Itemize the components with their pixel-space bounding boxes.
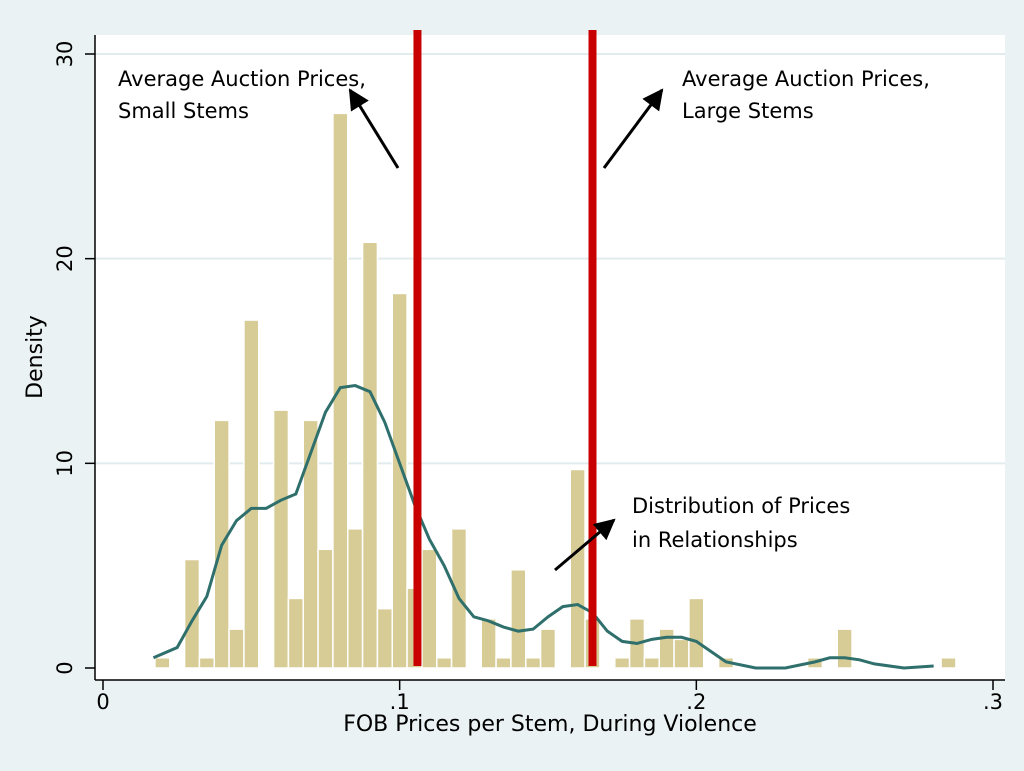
bar <box>317 548 334 669</box>
annotation: Distribution of Prices <box>632 494 850 518</box>
x-tick-label: .1 <box>390 690 410 714</box>
bar <box>376 607 393 669</box>
annotation: in Relationships <box>632 528 798 552</box>
bar <box>688 597 705 669</box>
bar <box>525 657 542 669</box>
x-tick-label: 0 <box>96 690 109 714</box>
bar <box>436 657 453 669</box>
bar <box>614 657 631 669</box>
x-tick-label: .3 <box>983 690 1003 714</box>
arrow <box>602 88 664 169</box>
bar <box>673 638 690 669</box>
bar <box>836 628 853 669</box>
bar <box>287 597 304 669</box>
y-tick-label: 0 <box>53 661 77 674</box>
plot-area <box>95 35 1005 680</box>
annotation: Small Stems <box>118 99 249 123</box>
bar <box>421 548 438 669</box>
annotation: Average Auction Prices, <box>118 67 366 91</box>
bar <box>198 657 216 669</box>
bar <box>361 241 379 669</box>
bar <box>495 657 512 669</box>
density-line <box>152 384 934 670</box>
bar <box>272 409 290 669</box>
bar <box>940 657 957 669</box>
bar <box>243 319 260 669</box>
annotation: Large Stems <box>682 99 814 123</box>
bar <box>302 419 319 669</box>
x-axis-label: FOB Prices per Stem, During Violence <box>343 712 757 737</box>
y-axis-label: Density <box>23 315 48 399</box>
bar <box>569 468 586 669</box>
bar <box>228 628 245 669</box>
bar <box>658 628 675 669</box>
bar <box>154 657 171 669</box>
y-tick-label: 10 <box>53 450 77 477</box>
bar <box>480 618 497 669</box>
y-tick-label: 20 <box>53 245 77 272</box>
arrow <box>348 88 400 169</box>
bar <box>183 558 201 669</box>
x-tick-label: .2 <box>686 690 706 714</box>
y-tick-label: 30 <box>53 41 77 68</box>
bar <box>347 528 364 669</box>
bar <box>332 112 349 669</box>
annotation: Average Auction Prices, <box>682 67 930 91</box>
arrow <box>554 518 616 572</box>
bar <box>510 569 527 669</box>
bar <box>539 628 557 669</box>
bar <box>643 657 661 669</box>
